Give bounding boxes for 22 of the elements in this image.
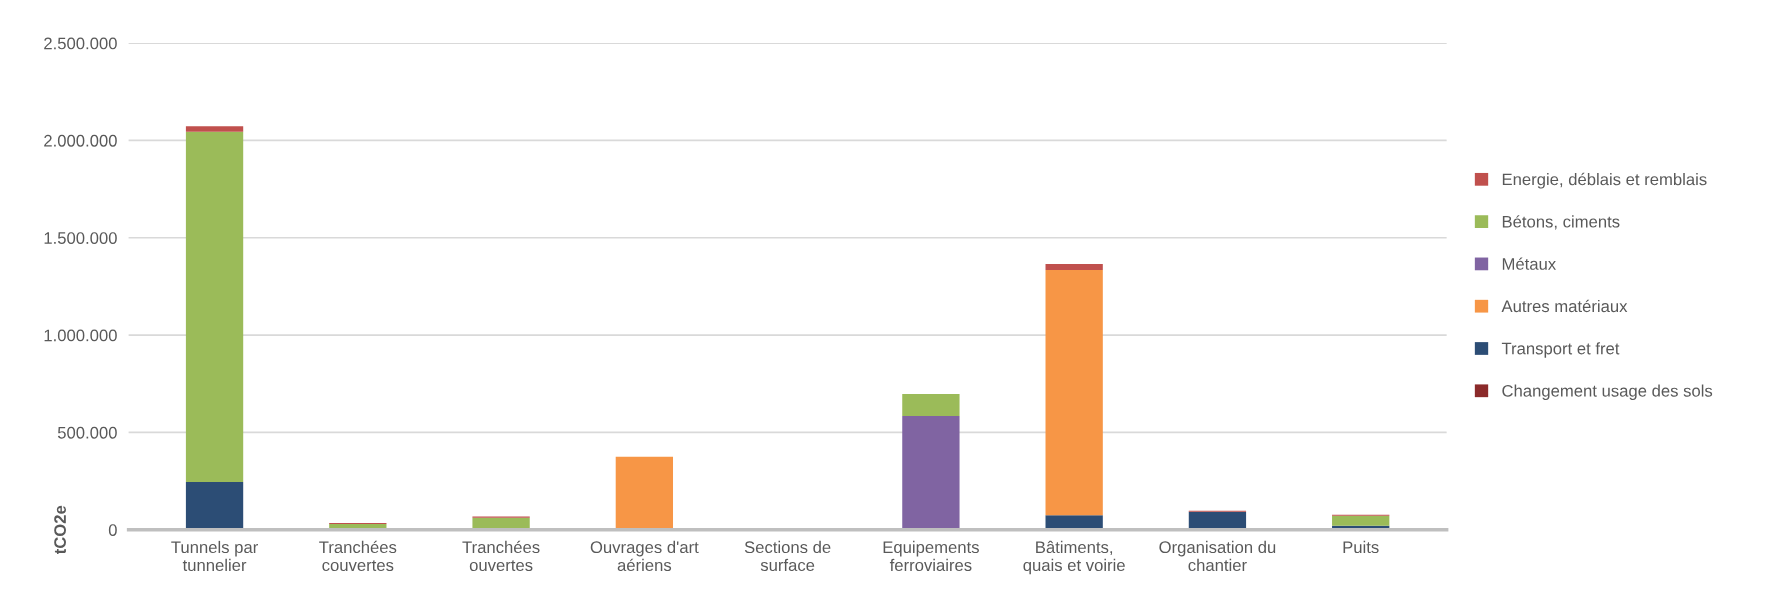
y-tick-label: 2.500.000 (44, 37, 117, 50)
legend-label: Energie, déblais et remblais (1502, 172, 1707, 189)
legend-label: Autres matériaux (1501, 299, 1628, 313)
x-tick-label: Puits (1343, 540, 1379, 554)
y-tick-label: 0 (108, 524, 117, 536)
y-tick-label: 2.000.000 (44, 134, 117, 147)
x-tick-label: Tunnels par tunnelier (171, 540, 258, 572)
x-tick-label: Bâtiments, quais et voirie (1023, 540, 1125, 575)
y-axis-title: tCO2e (54, 505, 66, 555)
x-tick-label: Tranchées couvertes (319, 540, 397, 572)
legend-label: Bétons, ciments (1502, 215, 1620, 230)
x-tick-label: Ouvrages d'art aériens (590, 540, 699, 572)
x-tick-label: Sections de surface (744, 540, 831, 572)
x-tick-label: Equipements ferroviaires (883, 540, 979, 572)
x-tick-label: Tranchées ouvertes (462, 540, 540, 572)
y-tick-label: 1.500.000 (44, 232, 117, 244)
y-tick-label: 1.000.000 (44, 329, 117, 342)
legend-label: Transport et fret (1501, 342, 1620, 358)
legend-label: Changement usage des sols (1502, 384, 1713, 401)
x-tick-label: Organisation du chantier (1159, 540, 1276, 572)
legend-label: Métaux (1502, 257, 1556, 270)
y-tick-label: 500.000 (57, 426, 117, 439)
